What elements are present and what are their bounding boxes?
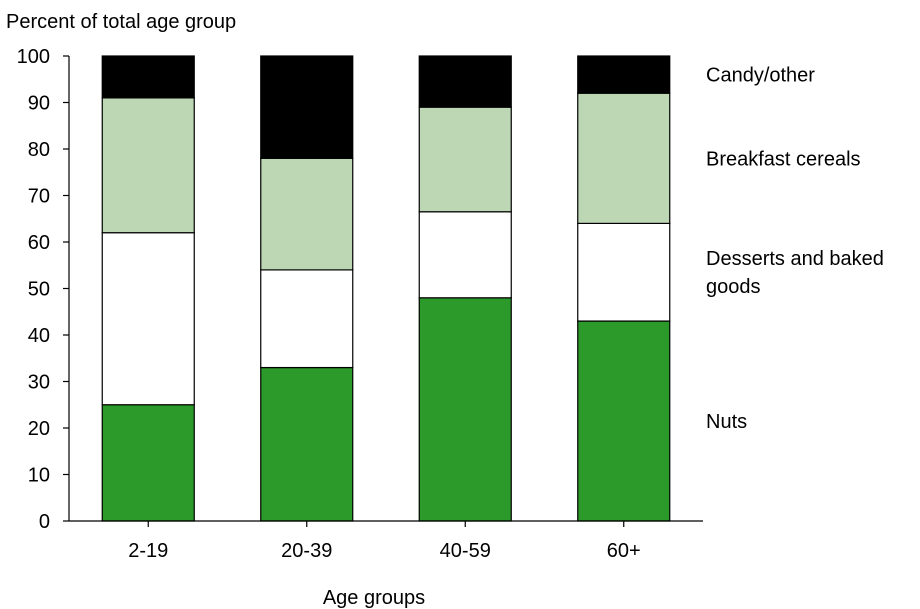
y-tick-label: 90: [28, 93, 50, 115]
y-axis: 0 10 20 30 40 50 60 70 80 90 100: [17, 46, 69, 533]
bar-segment: [101, 55, 195, 99]
x-tick-label: 40-59: [440, 540, 491, 562]
y-tick-label: 80: [28, 139, 50, 161]
y-axis-title: Percent of total age group: [6, 11, 236, 33]
bar-segment: [101, 97, 195, 234]
y-tick-label: 40: [28, 325, 50, 347]
x-tick-label: 2-19: [128, 540, 168, 562]
bar-segment: [101, 404, 195, 522]
x-tick-label: 60+: [607, 540, 641, 562]
series-label: Candy/other: [706, 65, 815, 87]
y-tick-label: 10: [28, 465, 50, 487]
x-axis: 2-19 20-39 40-59 60+: [128, 521, 641, 562]
bar-segment: [260, 157, 354, 271]
bar-segment: [577, 92, 671, 224]
y-tick-label: 0: [39, 511, 50, 533]
bar-segment: [418, 297, 512, 522]
bar-segment: [101, 232, 195, 406]
series-labels: Nuts Desserts and baked goods Breakfast cer…: [706, 65, 884, 433]
bar-segment: [418, 106, 512, 213]
series-label: Breakfast cereals: [706, 148, 861, 170]
y-tick-label: 70: [28, 186, 50, 208]
bars: [101, 55, 671, 522]
series-label: Desserts and baked: [706, 248, 884, 270]
bar-segment: [577, 222, 671, 322]
series-label: goods: [706, 276, 761, 298]
bar-segment: [260, 366, 354, 522]
bar-segment: [577, 320, 671, 522]
y-tick-label: 60: [28, 232, 50, 254]
bar-segment: [418, 55, 512, 108]
bar-segment: [418, 211, 512, 299]
x-axis-title: Age groups: [323, 587, 425, 609]
y-tick-label: 20: [28, 418, 50, 440]
y-tick-label: 30: [28, 372, 50, 394]
y-tick-label: 50: [28, 279, 50, 301]
x-tick-label: 20-39: [281, 540, 332, 562]
series-label: Nuts: [706, 411, 747, 433]
bar-segment: [260, 55, 354, 159]
bar-segment: [577, 55, 671, 94]
bar-segment: [260, 269, 354, 369]
y-tick-label: 100: [17, 46, 50, 68]
